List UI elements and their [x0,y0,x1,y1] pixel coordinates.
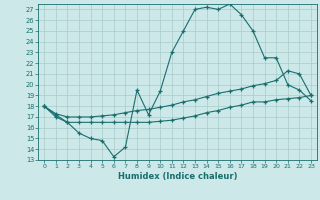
X-axis label: Humidex (Indice chaleur): Humidex (Indice chaleur) [118,172,237,181]
